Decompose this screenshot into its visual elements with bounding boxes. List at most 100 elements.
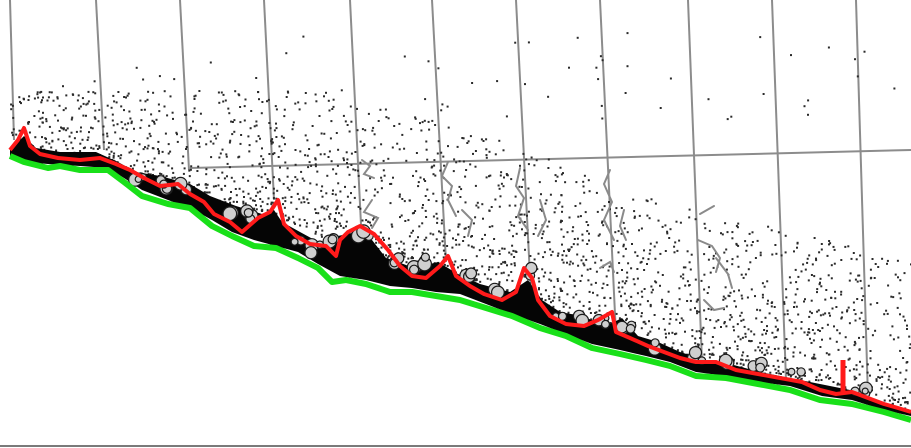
speckle: [741, 297, 744, 300]
speckle: [899, 297, 902, 300]
speckle: [379, 108, 382, 111]
detected-boundary: [8, 126, 911, 414]
speckle: [295, 207, 298, 210]
speckle: [669, 313, 672, 315]
speckle: [432, 192, 435, 195]
speckle: [766, 352, 769, 355]
speckle: [760, 321, 763, 323]
speckle: [745, 249, 748, 252]
speckle: [249, 197, 252, 200]
speckle: [888, 388, 891, 390]
speckle: [236, 200, 238, 203]
speckle: [861, 299, 864, 302]
speckle: [54, 114, 57, 117]
speckle: [243, 119, 246, 122]
speckle: [354, 169, 357, 172]
speckle: [601, 117, 604, 120]
speckle: [562, 172, 564, 175]
speckle: [125, 128, 128, 131]
speckle: [761, 282, 764, 285]
speckle: [696, 298, 699, 301]
speckle: [94, 117, 97, 120]
speckle: [909, 391, 911, 394]
speckle: [138, 143, 141, 146]
speckle: [426, 158, 429, 161]
speckle: [812, 356, 815, 359]
speckle: [553, 292, 556, 295]
speckle: [556, 254, 559, 257]
speckle: [688, 284, 691, 286]
speckle: [47, 96, 50, 99]
speckle: [624, 282, 627, 285]
speckle: [780, 254, 783, 257]
speckle: [147, 160, 150, 162]
speckle: [272, 192, 275, 195]
speckle: [598, 304, 601, 307]
speckle: [524, 248, 526, 251]
speckle: [413, 211, 415, 214]
speckle: [600, 104, 603, 107]
speckle: [461, 259, 464, 261]
speckle: [297, 101, 300, 104]
speckle: [621, 280, 624, 283]
speckle: [291, 180, 294, 183]
speckle: [728, 318, 731, 321]
speckle: [846, 310, 848, 313]
speckle: [768, 312, 771, 315]
speckle: [319, 153, 322, 156]
speckle: [41, 99, 43, 102]
speckle: [773, 348, 776, 350]
speckle: [765, 349, 768, 352]
speckle: [268, 153, 271, 155]
speckle: [885, 309, 888, 312]
speckle: [188, 175, 191, 178]
speckle: [320, 132, 323, 135]
speckle: [834, 290, 836, 293]
speckle: [763, 329, 766, 331]
speckle: [217, 91, 220, 94]
speckle: [858, 317, 861, 320]
speckle: [763, 285, 766, 288]
speckle: [648, 320, 650, 323]
speckle: [688, 261, 691, 264]
speckle: [78, 107, 81, 110]
speckle: [529, 255, 532, 257]
speckle: [722, 298, 725, 301]
speckle: [93, 102, 96, 105]
speckle: [622, 221, 625, 224]
speckle: [588, 239, 590, 242]
speckle: [815, 259, 818, 262]
speckle: [86, 102, 89, 105]
speckle: [110, 150, 113, 153]
speckle: [686, 280, 689, 283]
speckle: [804, 374, 806, 377]
speckle: [579, 202, 582, 205]
speckle: [491, 252, 494, 255]
speckle: [335, 212, 337, 215]
speckle: [596, 294, 599, 297]
speckle: [271, 141, 274, 144]
speckle: [651, 288, 654, 291]
speckle: [431, 119, 434, 122]
speckle: [689, 293, 692, 296]
speckle: [481, 203, 484, 206]
speckle: [740, 311, 743, 314]
speckle: [185, 148, 187, 150]
speckle: [566, 293, 569, 296]
speckle: [869, 357, 872, 360]
speckle: [278, 178, 281, 181]
speckle: [36, 93, 39, 96]
speckle: [359, 140, 362, 143]
speckle: [361, 219, 364, 222]
speckle: [583, 191, 586, 194]
speckle: [625, 280, 628, 283]
speckle: [788, 319, 791, 322]
speckle: [151, 161, 154, 164]
speckle: [104, 116, 107, 119]
speckle: [736, 348, 739, 351]
speckle: [523, 169, 526, 172]
speckle: [792, 351, 795, 354]
speckle: [270, 201, 273, 204]
speckle: [196, 184, 199, 187]
speckle: [500, 262, 503, 265]
